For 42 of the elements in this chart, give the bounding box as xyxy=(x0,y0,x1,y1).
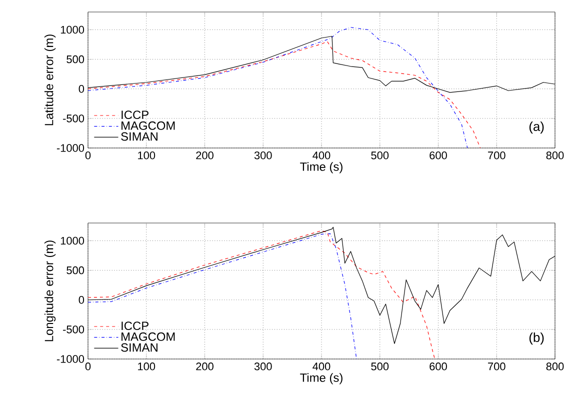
legend-label: SIMAN xyxy=(121,343,158,352)
annotation: (b) xyxy=(529,332,544,345)
x-tick-label: 400 xyxy=(312,152,330,160)
line-series xyxy=(88,230,436,359)
y-tick-label: -1000 xyxy=(56,355,84,363)
x-axis-title: Time (s) xyxy=(300,373,342,384)
x-tick-label: 400 xyxy=(312,362,330,370)
x-tick-label: 200 xyxy=(196,152,214,160)
legend-label: MAGCOM xyxy=(122,121,175,130)
x-tick-label: 600 xyxy=(430,362,447,370)
y-tick-label: -1000 xyxy=(56,144,84,152)
annotation: (a) xyxy=(529,122,544,134)
legend-label: SIMAN xyxy=(121,132,158,141)
x-tick-label: 600 xyxy=(430,152,447,160)
x-tick-label: 500 xyxy=(371,362,389,370)
x-tick-label: 100 xyxy=(138,152,156,160)
y-tick-label: 500 xyxy=(66,55,84,64)
x-tick-label: 200 xyxy=(196,362,214,370)
legend-label: ICCP xyxy=(122,110,148,120)
x-tick-label: 300 xyxy=(254,362,272,370)
line-series xyxy=(88,233,357,359)
x-tick-label: 300 xyxy=(254,152,272,160)
y-tick-label: 1000 xyxy=(60,236,84,245)
x-tick-label: 800 xyxy=(546,362,564,370)
x-axis-title: Time (s) xyxy=(300,162,342,174)
x-tick-label: 0 xyxy=(85,152,91,160)
x-tick-label: 800 xyxy=(546,152,564,160)
legend-label: ICCP xyxy=(122,322,148,330)
y-tick-label: 0 xyxy=(78,296,84,304)
x-tick-label: 0 xyxy=(85,362,91,370)
x-tick-label: 100 xyxy=(138,362,156,370)
y-tick-label: -500 xyxy=(63,326,84,334)
y-tick-label: -500 xyxy=(63,114,84,122)
x-tick-label: 500 xyxy=(371,152,389,160)
y-tick-label: 0 xyxy=(78,84,84,93)
legend-label: MAGCOM xyxy=(122,332,175,341)
y-tick-label: 1000 xyxy=(60,26,84,34)
x-tick-label: 700 xyxy=(488,152,506,160)
y-axis-title: Longitude error (m) xyxy=(44,240,56,342)
y-axis-title: Latitude error (m) xyxy=(44,34,56,126)
y-tick-label: 500 xyxy=(66,266,84,274)
x-tick-label: 700 xyxy=(488,362,506,370)
